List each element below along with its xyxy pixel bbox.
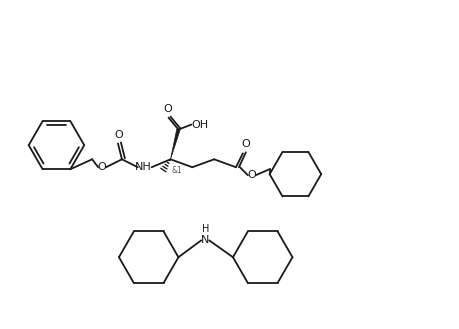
Text: O: O xyxy=(241,139,250,149)
Text: O: O xyxy=(163,104,172,114)
Text: O: O xyxy=(98,162,106,172)
Text: O: O xyxy=(247,170,256,180)
Text: &1: &1 xyxy=(171,166,182,175)
Text: H: H xyxy=(202,224,209,235)
Text: OH: OH xyxy=(192,119,209,130)
Polygon shape xyxy=(170,129,180,159)
Text: O: O xyxy=(115,130,123,139)
Text: N: N xyxy=(201,235,209,245)
Text: NH: NH xyxy=(135,162,152,172)
